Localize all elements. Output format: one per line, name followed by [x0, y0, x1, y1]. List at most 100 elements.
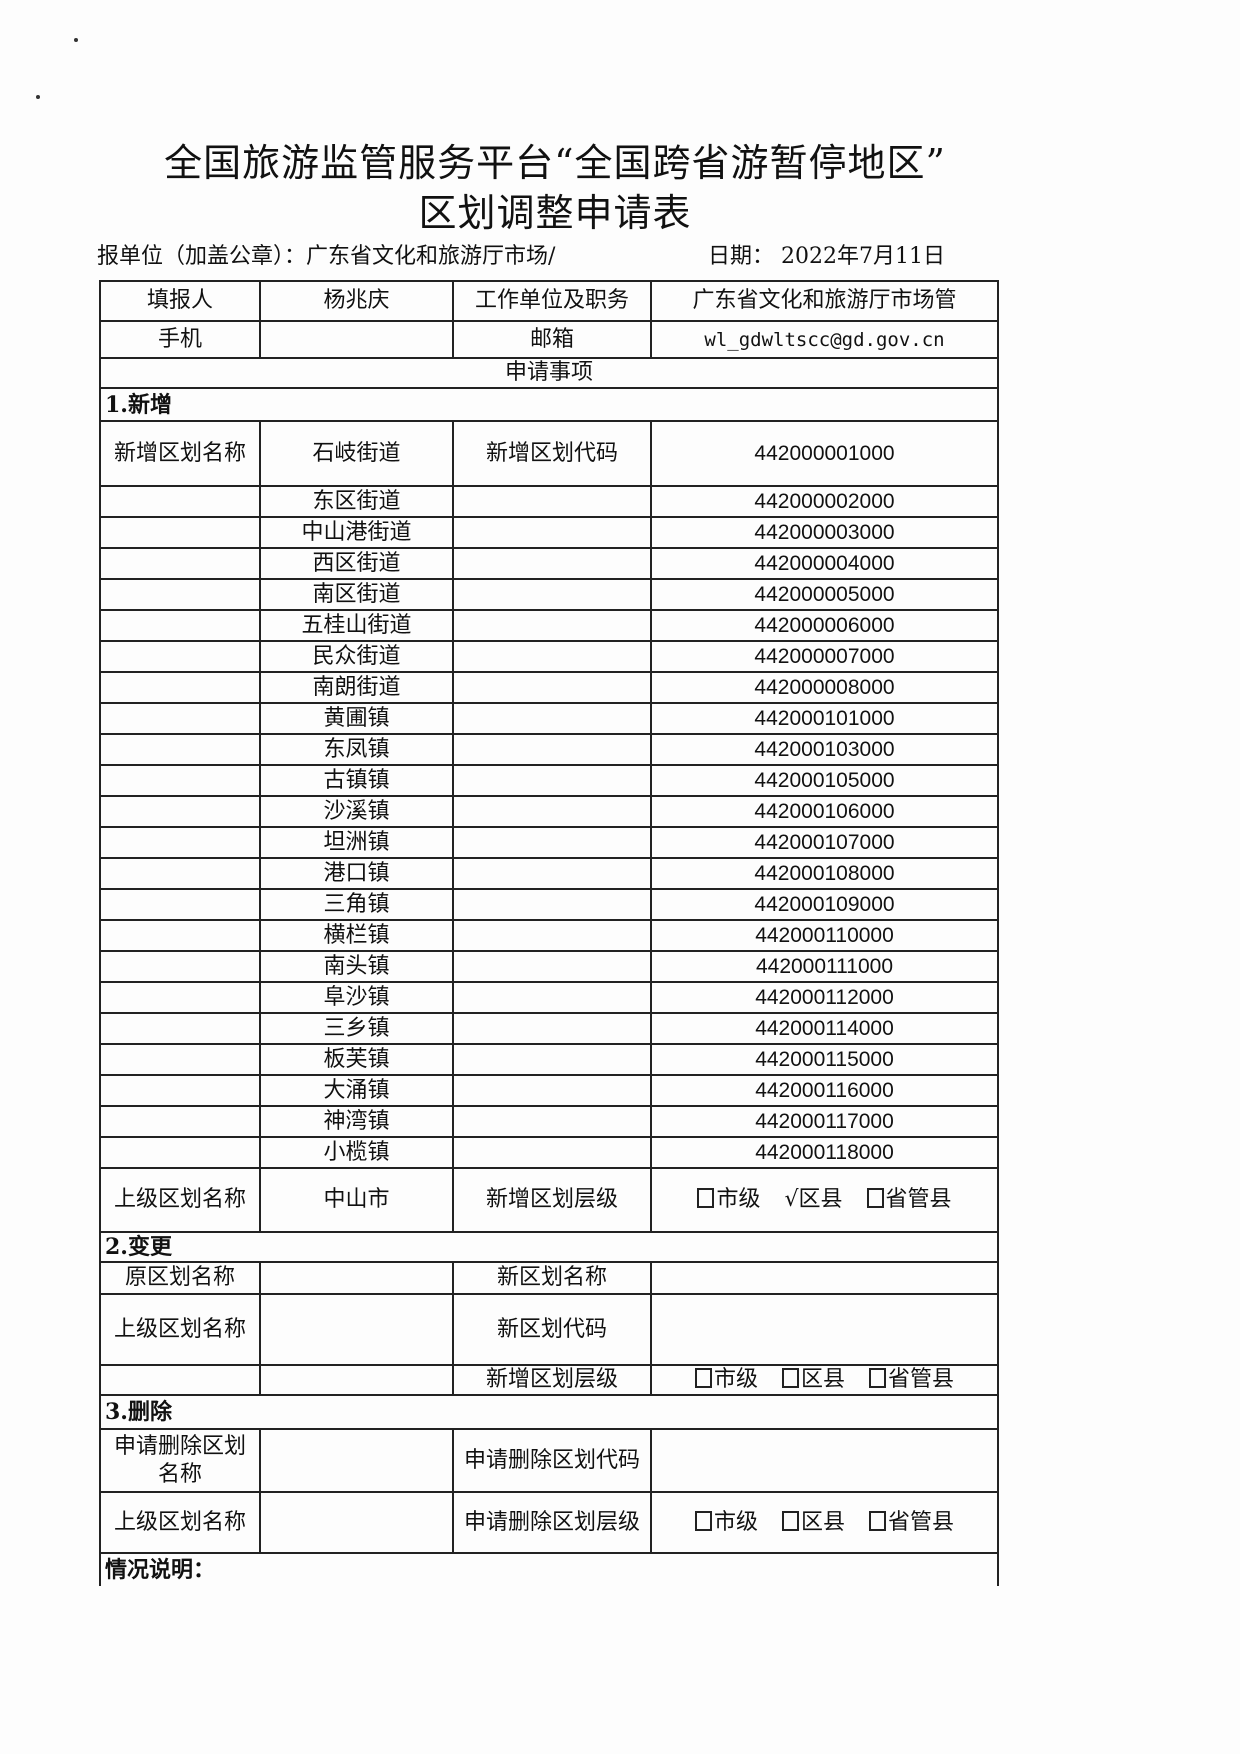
change-new-name-value: [650, 1261, 999, 1295]
level-label: 省管县: [888, 1367, 955, 1392]
work-label: 工作单位及职务: [452, 280, 652, 322]
empty-cell: [99, 1012, 261, 1045]
add-item-row: 古镇镇 442000105000: [99, 764, 999, 797]
add-name: 神湾镇: [259, 1105, 454, 1138]
checkbox-icon[interactable]: [781, 1368, 799, 1388]
add-code: 442000109000: [650, 888, 999, 921]
level-label: 区县: [800, 1367, 845, 1392]
checkbox-icon[interactable]: [869, 1368, 886, 1388]
add-name: 南朗街道: [259, 671, 454, 704]
add-code: 442000006000: [650, 609, 999, 642]
level-label: 区县: [798, 1187, 843, 1212]
empty-cell: [452, 950, 652, 983]
empty-cell: [99, 702, 261, 735]
change-heading: 2.变更: [99, 1231, 999, 1263]
delete-parent-value: [259, 1491, 454, 1554]
checkbox-icon[interactable]: [866, 1188, 884, 1208]
empty-cell: [99, 609, 261, 642]
level-option-1[interactable]: √区县: [784, 1187, 842, 1212]
add-name-label: 新增区划名称: [99, 420, 261, 487]
add-code: 442000101000: [650, 702, 999, 735]
add-code: 442000001000: [650, 420, 999, 487]
level-option-2[interactable]: 省管县: [869, 1510, 954, 1535]
add-code: 442000118000: [650, 1136, 999, 1169]
page-title: 全国旅游监管服务平台“全国跨省游暂停地区”: [164, 141, 946, 185]
add-code: 442000112000: [650, 981, 999, 1014]
empty-cell: [452, 578, 652, 611]
level-label: 区县: [800, 1509, 845, 1535]
change-orig-value: [259, 1261, 454, 1295]
add-level-label: 新增区划层级: [452, 1167, 652, 1233]
empty-cell: [99, 826, 261, 859]
empty-cell: [452, 609, 652, 642]
level-option-2[interactable]: 省管县: [866, 1187, 952, 1212]
empty-cell: [99, 671, 261, 704]
empty-cell: [99, 1364, 261, 1396]
add-item-row: 阜沙镇 442000112000: [99, 981, 999, 1014]
empty-cell: [452, 1043, 652, 1076]
add-name: 三乡镇: [259, 1012, 454, 1045]
add-name: 小榄镇: [259, 1136, 454, 1169]
date: 日期： 2022年7月11日: [708, 244, 945, 269]
level-option-0[interactable]: 市级: [694, 1367, 758, 1392]
empty-cell: [452, 702, 652, 735]
empty-cell: [452, 857, 652, 890]
add-level-options: 市级 √区县 省管县: [650, 1167, 999, 1233]
checkbox-icon[interactable]: [869, 1510, 886, 1531]
level-option-0[interactable]: 市级: [694, 1510, 758, 1535]
add-code: 442000105000: [650, 764, 999, 797]
add-name: 五桂山街道: [259, 609, 454, 642]
level-option-1[interactable]: 区县: [781, 1509, 845, 1535]
level-label: 省管县: [885, 1187, 952, 1212]
add-name: 古镇镇: [259, 764, 454, 797]
add-parent-label: 上级区划名称: [99, 1167, 261, 1233]
empty-cell: [452, 888, 652, 921]
empty-cell: [452, 485, 652, 518]
level-label: 市级: [713, 1367, 758, 1392]
add-code: 442000116000: [650, 1074, 999, 1107]
empty-cell: [452, 640, 652, 673]
add-code: 442000008000: [650, 671, 999, 704]
phone-value: [259, 320, 454, 359]
empty-cell: [452, 981, 652, 1014]
add-item-row: 港口镇 442000108000: [99, 857, 999, 890]
level-option-2[interactable]: 省管县: [869, 1367, 954, 1392]
add-item-row: 大涌镇 442000116000: [99, 1074, 999, 1107]
add-item-row: 中山港街道 442000003000: [99, 516, 999, 549]
change-parent-label: 上级区划名称: [99, 1293, 261, 1366]
empty-cell: [259, 1364, 454, 1396]
empty-cell: [99, 1136, 261, 1169]
application-form-table: 填报人 杨兆庆 工作单位及职务 广东省文化和旅游厅市场管 手机 邮箱 wl_gdwltsc…: [99, 280, 999, 1586]
add-name: 三角镇: [259, 888, 454, 921]
add-name: 东凤镇: [259, 733, 454, 766]
delete-level-options: 市级 区县 省管县: [650, 1491, 999, 1554]
checkbox-icon[interactable]: [694, 1368, 712, 1388]
add-name: 西区街道: [259, 547, 454, 580]
add-item-row: 黄圃镇 442000101000: [99, 702, 999, 735]
add-code: 442000111000: [650, 950, 999, 983]
add-item-row: 神湾镇 442000117000: [99, 1105, 999, 1138]
add-code: 442000115000: [650, 1043, 999, 1076]
add-name: 南头镇: [259, 950, 454, 983]
checkbox-icon[interactable]: [781, 1510, 799, 1531]
add-item-row: 小榄镇 442000118000: [99, 1136, 999, 1169]
add-item-row: 南头镇 442000111000: [99, 950, 999, 983]
add-item-row: 板芙镇 442000115000: [99, 1043, 999, 1076]
level-option-0[interactable]: 市级: [697, 1187, 760, 1212]
checkbox-icon[interactable]: [697, 1188, 715, 1208]
level-option-1[interactable]: 区县: [781, 1367, 845, 1392]
empty-cell: [99, 764, 261, 797]
checkbox-icon[interactable]: [694, 1510, 712, 1531]
section-title: 申请事项: [99, 357, 999, 389]
reporting-unit: 报单位（加盖公章）：广东省文化和旅游厅市场/: [97, 244, 556, 269]
add-code: 442000005000: [650, 578, 999, 611]
add-code: 442000108000: [650, 857, 999, 890]
add-heading: 1.新增: [99, 387, 999, 422]
email-label: 邮箱: [452, 320, 652, 359]
add-code: 442000110000: [650, 919, 999, 952]
change-level-options: 市级 区县 省管县: [650, 1364, 999, 1396]
checkmark-icon[interactable]: √: [784, 1187, 799, 1212]
empty-cell: [99, 857, 261, 890]
email-value: wl_gdwltscc@gd.gov.cn: [650, 320, 999, 359]
empty-cell: [99, 1043, 261, 1076]
